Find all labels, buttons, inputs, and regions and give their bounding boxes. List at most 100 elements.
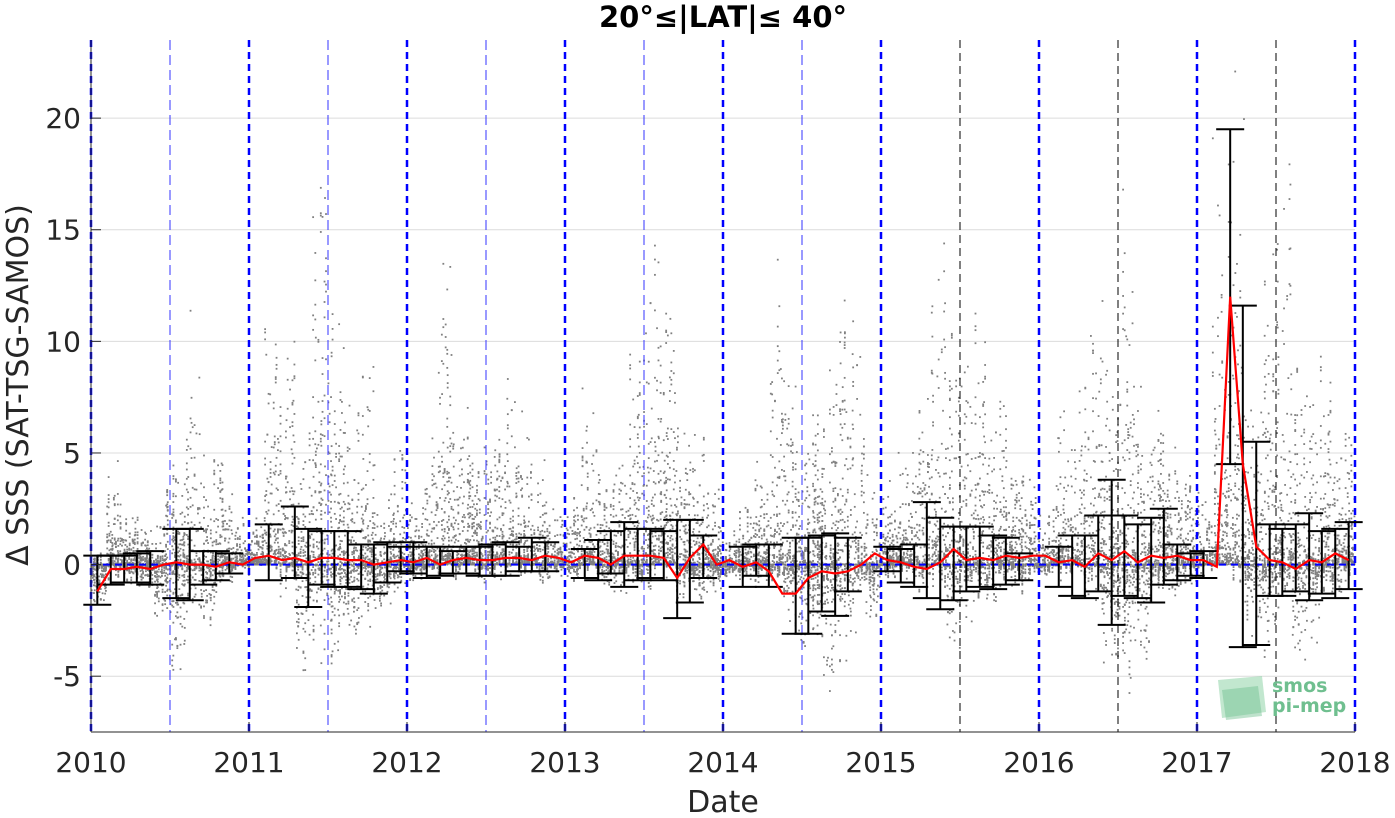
scatter-point: [443, 499, 446, 502]
scatter-point: [246, 552, 249, 555]
scatter-point: [179, 615, 182, 618]
scatter-point: [198, 558, 201, 561]
scatter-point: [424, 564, 427, 567]
scatter-point: [368, 461, 371, 464]
scatter-point: [434, 556, 437, 559]
scatter-point: [270, 545, 273, 548]
scatter-point: [231, 568, 234, 571]
scatter-point: [263, 529, 266, 532]
scatter-point: [285, 555, 287, 557]
scatter-point: [130, 562, 133, 565]
scatter-point: [337, 562, 340, 565]
scatter-point: [449, 553, 452, 555]
scatter-point: [338, 614, 341, 617]
scatter-point: [128, 562, 131, 565]
scatter-point: [222, 574, 225, 577]
scatter-point: [113, 538, 116, 541]
scatter-point: [165, 580, 168, 583]
scatter-point: [309, 588, 312, 591]
scatter-point: [437, 521, 440, 523]
scatter-point: [285, 419, 288, 422]
scatter-point: [165, 514, 168, 517]
scatter-point: [279, 499, 282, 502]
scatter-point: [172, 477, 175, 480]
scatter-point: [370, 534, 373, 536]
scatter-point: [361, 520, 364, 523]
scatter-point: [107, 578, 110, 581]
scatter-point: [441, 552, 444, 555]
scatter-point: [434, 553, 437, 556]
scatter-point: [229, 564, 232, 567]
scatter-point: [448, 562, 450, 565]
scatter-point: [424, 565, 427, 568]
scatter-point: [227, 547, 230, 550]
scatter-point: [113, 494, 116, 497]
scatter-point: [295, 599, 298, 602]
scatter-point: [423, 564, 425, 567]
scatter-point: [348, 448, 351, 450]
scatter-point: [279, 414, 282, 417]
scatter-point: [211, 544, 214, 547]
scatter-point: [93, 559, 96, 562]
scatter-point: [262, 533, 264, 536]
scatter-point: [335, 567, 337, 570]
scatter-point: [300, 612, 303, 615]
scatter-point: [279, 435, 282, 438]
scatter-point: [106, 505, 109, 508]
scatter-point: [389, 551, 392, 553]
scatter-point: [291, 559, 294, 562]
scatter-point: [174, 542, 176, 545]
scatter-point: [300, 540, 303, 543]
scatter-point: [316, 563, 318, 566]
scatter-point: [379, 539, 382, 542]
scatter-point: [428, 495, 431, 498]
scatter-point: [431, 527, 434, 530]
scatter-point: [169, 611, 172, 614]
scatter-point: [320, 510, 323, 512]
scatter-point: [437, 565, 440, 568]
scatter-point: [181, 565, 184, 567]
scatter-point: [179, 668, 182, 671]
scatter-point: [113, 563, 116, 566]
scatter-point: [270, 560, 273, 563]
scatter-point: [136, 537, 139, 540]
scatter-point: [305, 573, 308, 576]
scatter-point: [213, 473, 216, 476]
scatter-point: [364, 590, 367, 593]
scatter-point: [251, 551, 253, 554]
scatter-point: [450, 548, 453, 551]
scatter-point: [279, 548, 282, 551]
scatter-point: [171, 664, 174, 667]
scatter-point: [93, 573, 95, 576]
scatter-point: [339, 561, 342, 563]
scatter-point: [126, 561, 129, 564]
scatter-point: [452, 508, 455, 511]
scatter-point: [325, 213, 327, 215]
scatter-point: [194, 573, 197, 576]
scatter-point: [106, 564, 109, 567]
scatter-point: [146, 540, 149, 543]
scatter-point: [291, 541, 294, 544]
scatter-point: [269, 393, 272, 396]
scatter-point: [251, 540, 253, 542]
scatter-point: [367, 605, 370, 607]
scatter-point: [418, 565, 420, 568]
scatter-point: [439, 465, 441, 468]
scatter-point: [367, 603, 370, 605]
scatter-point: [374, 553, 377, 556]
scatter-point: [448, 527, 450, 530]
scatter-point: [230, 557, 233, 560]
scatter-point: [371, 512, 374, 515]
scatter-point: [308, 459, 311, 461]
scatter-point: [146, 544, 149, 547]
scatter-point: [231, 566, 234, 569]
scatter-point: [106, 541, 109, 544]
scatter-point: [362, 545, 365, 548]
scatter-point: [130, 553, 133, 556]
scatter-point: [327, 499, 330, 502]
scatter-point: [416, 566, 419, 569]
scatter-point: [284, 556, 286, 559]
scatter-point: [437, 450, 440, 453]
scatter-point: [314, 450, 317, 453]
scatter-point: [183, 553, 186, 556]
